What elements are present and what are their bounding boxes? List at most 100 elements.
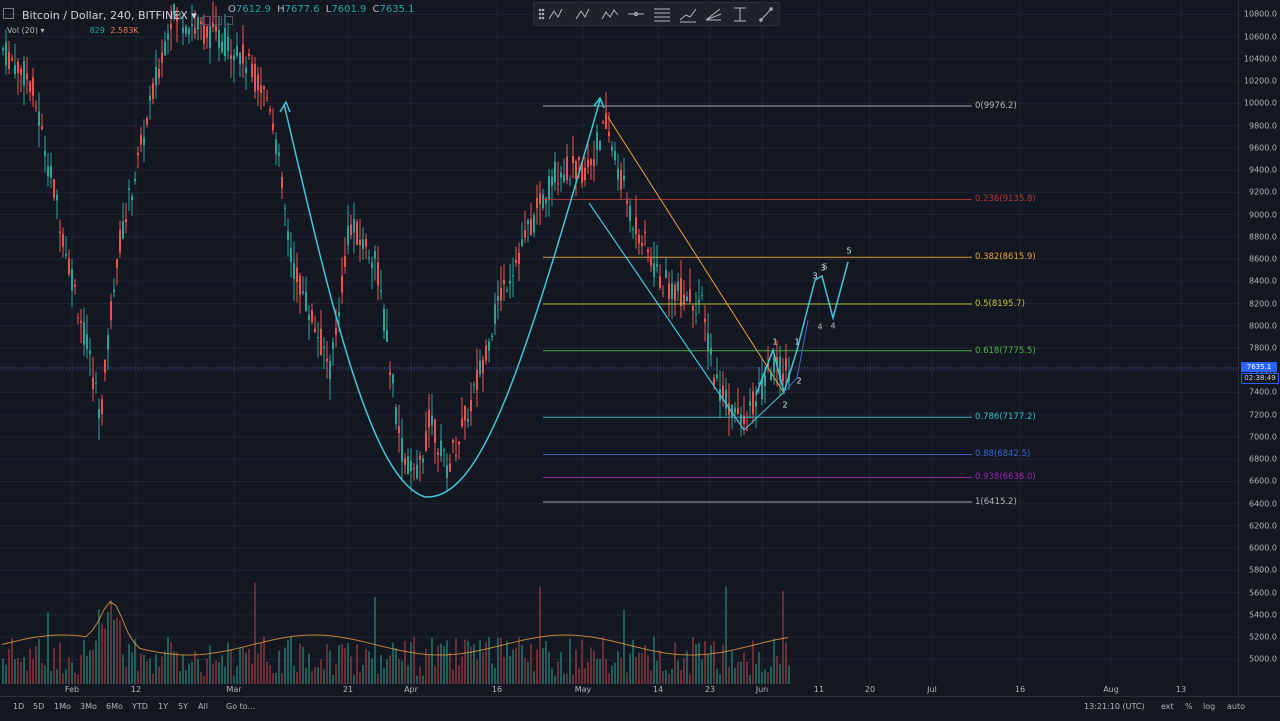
volume-bar <box>257 653 259 684</box>
volume-bar <box>92 649 94 684</box>
candle-body <box>503 279 505 284</box>
volume-bar <box>431 637 433 684</box>
candle-body <box>599 140 601 151</box>
symbol-title[interactable]: Bitcoin / Dollar, 240, BITFINEX ▾ <box>22 9 197 22</box>
price-tick: 8000.0 <box>1249 321 1277 331</box>
candle-body <box>737 408 739 415</box>
trend-line-icon[interactable] <box>759 7 773 22</box>
candle-body <box>62 233 64 247</box>
candle-body <box>104 359 106 373</box>
percent-toggle[interactable]: % <box>1185 702 1193 711</box>
settings-icon[interactable] <box>202 16 211 25</box>
volume-ma-line <box>1 601 789 656</box>
volume-bar <box>428 654 430 684</box>
volume-bar <box>338 645 340 684</box>
candle-body <box>617 168 619 180</box>
range-1d[interactable]: 1D <box>13 702 25 711</box>
volume-bar <box>242 647 244 684</box>
volume-bar <box>167 637 169 684</box>
volume-bar <box>173 651 175 684</box>
fib-retracement-icon[interactable] <box>679 8 697 23</box>
time-tick: 16 <box>491 685 503 694</box>
chart-pane[interactable] <box>0 0 1238 696</box>
volume-dropdown-icon[interactable]: ▾ <box>40 26 45 35</box>
volume-bar <box>206 658 208 684</box>
go-to-date-button[interactable]: Go to... <box>226 702 256 711</box>
candle-body <box>185 26 187 34</box>
price-tick: 5600.0 <box>1249 588 1277 598</box>
volume-bar <box>566 673 568 684</box>
menu-icon[interactable] <box>3 8 14 19</box>
candle-body <box>437 452 439 455</box>
xabcd-pattern-icon[interactable] <box>601 9 619 20</box>
candle-body <box>554 161 556 183</box>
auto-toggle[interactable]: auto <box>1227 702 1246 711</box>
range-5d[interactable]: 5D <box>33 702 45 711</box>
volume-bar <box>659 650 661 684</box>
volume-bar <box>542 648 544 684</box>
date-price-range-icon[interactable] <box>734 7 746 22</box>
range-1y[interactable]: 1Y <box>158 702 168 711</box>
volume-bar <box>260 642 262 684</box>
candle-body <box>239 52 241 65</box>
range-ytd[interactable]: YTD <box>132 702 148 711</box>
bottom-toolbar: 1D 5D 1Mo 3Mo 6Mo YTD 1Y 5Y All Go to...… <box>0 696 1280 721</box>
ext-toggle[interactable]: ext <box>1161 702 1174 711</box>
wave-label: 4 <box>817 322 823 332</box>
candle-body <box>113 289 115 292</box>
more-icon[interactable] <box>224 16 233 25</box>
candle-body <box>680 278 682 306</box>
volume-bar <box>14 659 16 684</box>
range-6mo[interactable]: 6Mo <box>106 702 123 711</box>
time-tick: 23 <box>704 685 716 694</box>
volume-bar <box>743 652 745 684</box>
candle-body <box>308 314 310 321</box>
volume-bar <box>302 646 304 684</box>
volume-bar <box>533 671 535 684</box>
volume-bar <box>548 652 550 684</box>
volume-bar <box>389 655 391 684</box>
volume-bar <box>473 644 475 684</box>
long-position-icon[interactable] <box>654 8 670 22</box>
candle-body <box>11 58 13 61</box>
log-toggle[interactable]: log <box>1203 702 1216 711</box>
arrow-head-right <box>593 96 605 109</box>
price-axis[interactable]: 10800.0 10600.0 10400.0 10200.0 10000.0 9800.… <box>1238 0 1280 696</box>
volume-bar <box>182 654 184 684</box>
time-tick: Jul <box>927 685 937 694</box>
volume-bar <box>455 638 457 684</box>
volume-bar <box>116 617 118 684</box>
candle-body <box>164 41 166 56</box>
volume-bar <box>683 658 685 684</box>
volume-bar <box>254 582 256 684</box>
candle-body <box>122 221 124 239</box>
range-all[interactable]: All <box>198 702 208 711</box>
abcd-pattern-icon[interactable] <box>548 8 563 20</box>
fib-fan-icon[interactable] <box>705 8 722 21</box>
clock-display[interactable]: 13:21:10 (UTC) <box>1084 702 1145 711</box>
volume-bar <box>419 666 421 684</box>
chart-canvas[interactable] <box>0 0 1238 696</box>
price-tick: 6800.0 <box>1249 454 1277 464</box>
time-tick: Feb <box>64 685 80 694</box>
range-3mo[interactable]: 3Mo <box>80 702 97 711</box>
range-5y[interactable]: 5Y <box>178 702 188 711</box>
volume-bar <box>494 667 496 684</box>
volume-bar <box>692 637 694 684</box>
candle-body <box>539 193 541 205</box>
abcd-pattern-2-icon[interactable] <box>575 8 590 20</box>
drag-handle-icon[interactable] <box>538 8 545 20</box>
candle-body <box>257 74 259 91</box>
volume-bar <box>332 675 334 684</box>
hide-icon[interactable] <box>213 16 222 25</box>
volume-label[interactable]: Vol (20) <box>7 26 38 35</box>
volume-bar <box>764 669 766 684</box>
range-1mo[interactable]: 1Mo <box>54 702 71 711</box>
elliott-wave-projection <box>755 261 849 396</box>
volume-legend[interactable]: Vol (20) ▾ 829 2.583K <box>7 26 139 35</box>
time-tick: Apr <box>404 685 418 694</box>
candle-body <box>53 179 55 198</box>
candle-body <box>512 274 514 277</box>
legend-icons[interactable] <box>202 10 235 29</box>
horizontal-line-icon[interactable] <box>628 12 644 16</box>
